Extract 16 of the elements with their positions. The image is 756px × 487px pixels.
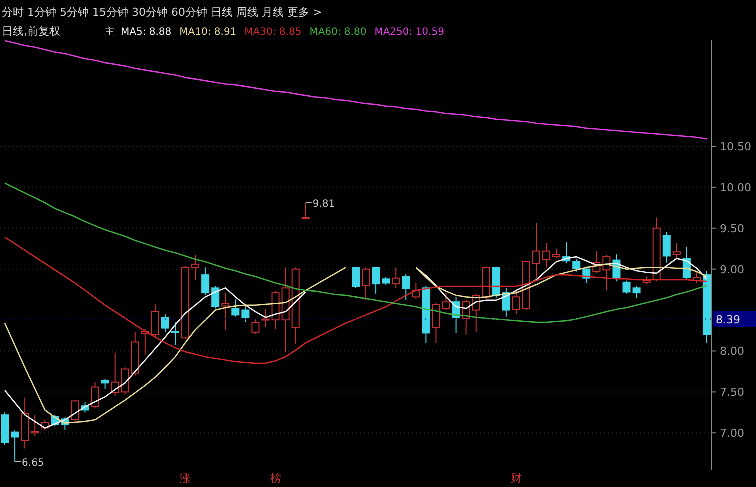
ytick: 10.50 (720, 140, 752, 154)
title: 分时 1分钟 5分钟 15分钟 30分钟 60分钟 日线 周线 月线 更多 > (2, 6, 322, 19)
ytick: 9.00 (720, 263, 744, 276)
xtick: 财 (510, 472, 522, 485)
ytick: 9.50 (720, 222, 744, 236)
ref-label: 8.39 (716, 313, 740, 326)
ytick: 8.00 (720, 345, 744, 358)
annotation: 6.65 (22, 458, 44, 469)
xtick: 榜 (270, 472, 282, 485)
xtick: 涨 (180, 472, 192, 485)
legend: 主 MA5: 8.88 MA10: 8.91 MA30: 8.85 MA60: 8.80 MA250: 10.59 (105, 27, 444, 38)
subtitle: 日线,前复权 (2, 25, 60, 38)
annotation: 9.81 (312, 199, 336, 210)
ytick: 7.00 (720, 427, 744, 440)
ytick: 10.00 (720, 181, 752, 194)
ytick: 7.50 (720, 386, 744, 400)
